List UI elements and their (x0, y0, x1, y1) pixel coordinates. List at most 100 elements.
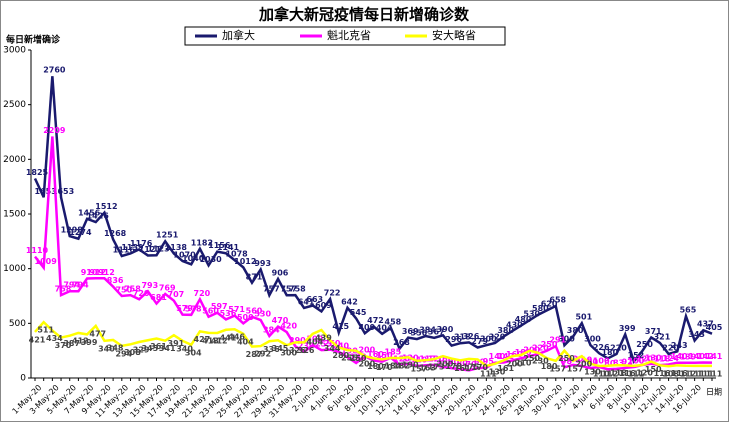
data-label: 329 (133, 346, 150, 355)
data-label: 308 (124, 348, 141, 357)
data-label: 404 (306, 337, 323, 346)
data-label: 341 (159, 344, 176, 353)
data-label: 597 (211, 302, 228, 311)
data-label: 380 (497, 326, 514, 335)
data-label: 420 (280, 322, 297, 331)
data-label: 993 (254, 259, 271, 268)
data-label: 130 (489, 367, 506, 376)
data-label: 157 (549, 364, 566, 373)
y-tick-label: 2000 (3, 155, 26, 165)
data-label: 430 (506, 320, 523, 329)
data-label: 758 (124, 285, 141, 294)
data-label: 910 (81, 268, 98, 277)
data-label: 291 (549, 336, 566, 345)
data-label: 361 (150, 342, 167, 351)
data-label: 1825 (26, 168, 49, 177)
data-label: 2209 (43, 126, 66, 135)
series-line (34, 320, 712, 368)
data-label: 142 (697, 352, 714, 361)
data-label: 111 (628, 369, 645, 378)
data-label: 472 (367, 316, 384, 325)
data-label: 163 (419, 364, 436, 373)
data-label: 545 (350, 308, 367, 317)
legend-box (184, 26, 506, 46)
data-label: 415 (332, 322, 349, 331)
data-label: 720 (194, 289, 211, 298)
data-label: 470 (272, 316, 289, 325)
data-label: 912 (89, 268, 106, 277)
data-label: 210 (515, 359, 532, 368)
data-label: 1653 (35, 187, 57, 196)
data-label: 116 (654, 369, 671, 378)
data-label: 404 (237, 337, 254, 346)
data-label: 150 (376, 351, 393, 360)
data-label: 173 (428, 363, 445, 372)
data-label: 180 (601, 348, 618, 357)
data-label: 180 (515, 348, 532, 357)
data-label: 108 (662, 370, 679, 379)
data-label: 536 (220, 309, 237, 318)
data-label: 345 (272, 344, 289, 353)
data-label: 130 (645, 353, 662, 362)
data-label: 321 (654, 332, 671, 341)
data-label: 750 (115, 286, 132, 295)
legend-label: 安大略省 (432, 28, 476, 42)
data-label: 111 (697, 369, 714, 378)
data-label: 2760 (43, 66, 66, 75)
data-label: 412 (72, 336, 89, 345)
data-label: 220 (662, 343, 679, 352)
data-label: 836 (107, 276, 124, 285)
data-label: 290 (289, 336, 306, 345)
data-label: 239 (298, 341, 315, 350)
data-label: 110 (575, 355, 592, 364)
data-label: 98 (561, 357, 573, 366)
data-label: 116 (671, 369, 688, 378)
data-label: 190 (402, 361, 419, 370)
data-label: 707 (168, 290, 185, 299)
data-label: 160 (506, 350, 523, 359)
data-label: 1426 (87, 212, 110, 221)
data-label: 220 (610, 343, 627, 352)
data-label: 111 (688, 369, 705, 378)
data-label: 439 (315, 334, 332, 343)
data-label: 384 (419, 326, 436, 335)
data-label: 477 (89, 329, 106, 338)
data-label: 112 (680, 369, 697, 378)
data-label: 427 (194, 335, 211, 344)
data-label: 344 (324, 344, 341, 353)
data-label: 100 (628, 357, 645, 366)
data-label: 140 (489, 352, 506, 361)
data-label: 1176 (130, 239, 153, 248)
data-label: 758 (55, 285, 72, 294)
data-label: 620 (541, 300, 558, 309)
data-label: 405 (706, 323, 723, 332)
data-label: 294 (115, 349, 132, 358)
data-label: 92 (622, 357, 633, 366)
data-label: 681 (150, 293, 167, 302)
data-label: 565 (680, 306, 697, 315)
data-label: 1012 (234, 257, 256, 266)
data-label: 300 (280, 349, 297, 358)
data-label: 1653 (52, 187, 74, 196)
data-label: 80 (604, 359, 616, 368)
data-label: 560 (202, 306, 219, 315)
data-label: 175 (463, 362, 480, 371)
data-label: 1456 (78, 208, 101, 217)
data-label: 356 (411, 329, 428, 338)
data-label: 157 (411, 364, 428, 373)
data-label: 500 (237, 313, 254, 322)
data-label: 580 (532, 304, 549, 313)
data-label: 300 (306, 335, 323, 344)
data-label: 80 (457, 359, 469, 368)
data-label: 560 (246, 306, 263, 315)
data-label: 138 (350, 352, 367, 361)
data-label: 200 (575, 360, 592, 369)
data-label: 1070 (173, 251, 196, 260)
data-label: 367 (428, 327, 445, 336)
data-label: 95 (483, 357, 495, 366)
data-label: 1274 (69, 228, 92, 237)
data-label: 1110 (26, 246, 49, 255)
data-label: 336 (263, 345, 280, 354)
chart-title: 加拿大新冠疫情每日新增确诊数 (258, 6, 470, 24)
